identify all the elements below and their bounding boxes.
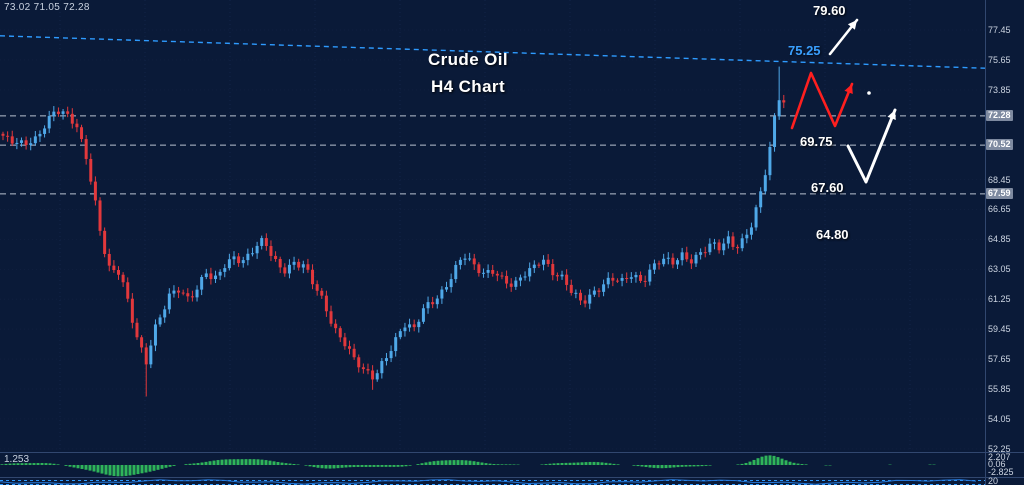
axis-price-label: 77.45 [988,25,1011,35]
axis-price-label: 59.45 [988,324,1011,335]
indicator-axis-label: 2.207 [988,452,1011,462]
trendline-touch-label: 75.25 [788,43,821,58]
axis-price-label: 54.05 [988,413,1011,424]
level-price-label: 67.59 [986,187,1013,199]
axis-price-label: 63.05 [988,264,1011,275]
axis-price-label: 55.85 [988,383,1011,394]
axis-price-label: 66.65 [988,204,1011,215]
axis-price-label: 68.45 [988,174,1011,185]
axis-price-label: 64.85 [988,234,1011,245]
indicator-value-label: 1.253 [4,454,30,465]
axis-price-label: 75.65 [988,54,1011,65]
lower-support-price-label: 64.80 [816,227,849,242]
level-price-label: 70.52 [986,139,1013,151]
axis-price-label: 73.85 [988,84,1011,95]
indicator-axis-label: 0.06 [988,459,1006,469]
axis-price-label: 52.25 [988,443,1011,454]
chart-title: Crude Oil H4 Chart [428,46,508,100]
price-axis[interactable]: 77.45 75.65 73.85 68.45 66.65 64.85 63.05 61.25… [985,0,1024,485]
support-price-label: 67.60 [811,180,844,195]
indicator-axis-label: -2.825 [988,467,1014,477]
target-price-label: 79.60 [813,3,846,18]
level-price-label: 72.28 [986,109,1013,121]
axis-price-label: 57.65 [988,354,1011,365]
ohlc-readout: 73.02 71.05 72.28 [4,2,90,13]
chart-title-line1: Crude Oil [427,50,509,69]
chart-title-line2: H4 Chart [430,77,506,96]
indicator2-axis-label: 20 [988,476,999,485]
pullback-price-label: 69.75 [800,134,833,149]
axis-price-label: 61.25 [988,294,1011,305]
